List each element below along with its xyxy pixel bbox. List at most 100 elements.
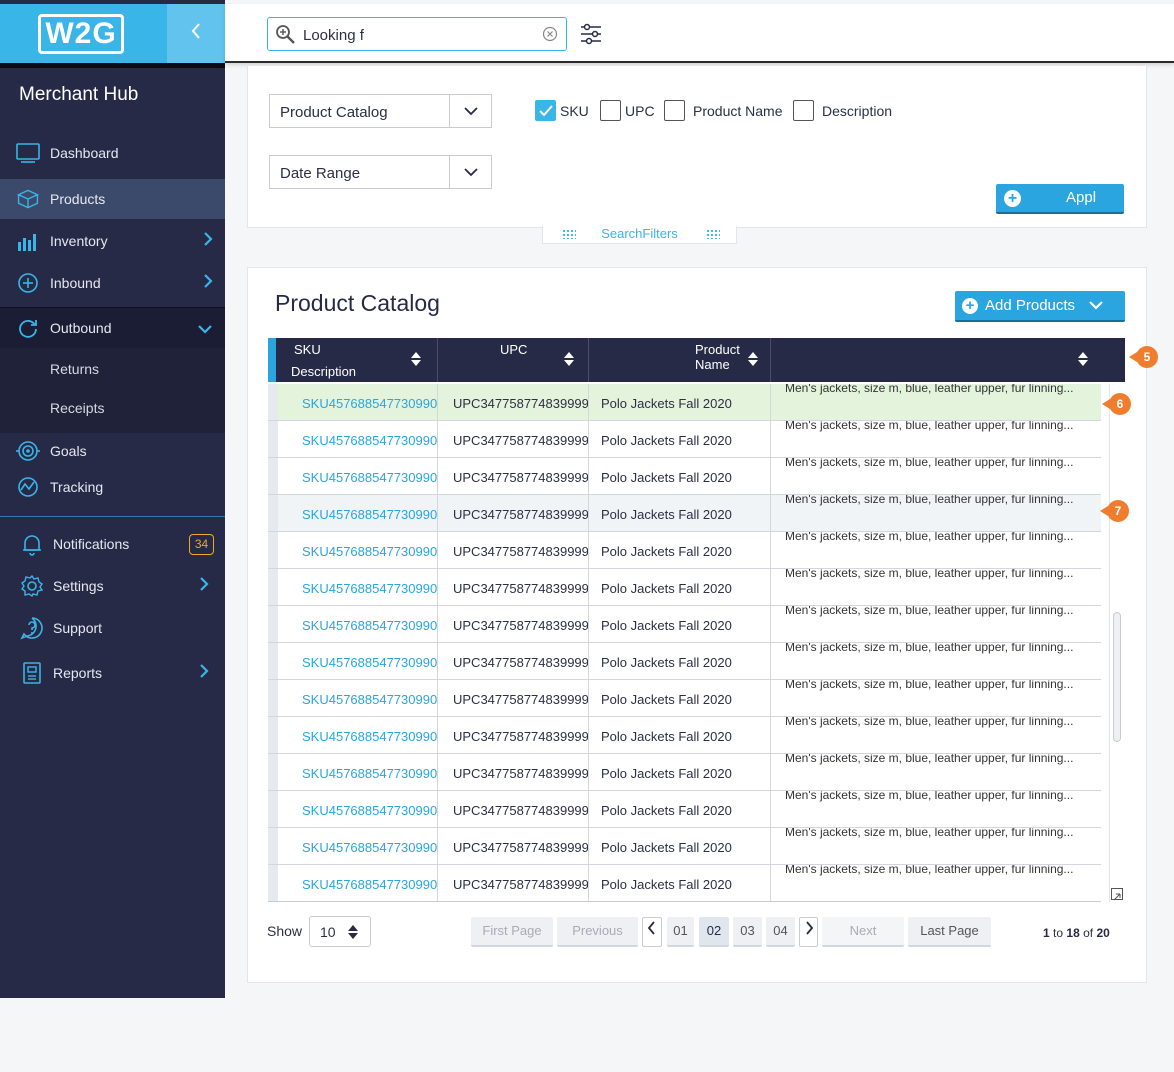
sidebar-item-notifications[interactable]: Notifications	[0, 524, 225, 564]
upc-checkbox[interactable]: UPC	[600, 100, 655, 121]
clear-icon[interactable]	[542, 26, 558, 47]
sku-link[interactable]: SKU457688547730990	[302, 729, 438, 744]
help-icon	[20, 616, 44, 640]
chevron-right-icon[interactable]	[799, 917, 818, 947]
search-value: Looking f	[303, 27, 364, 44]
first-page-button[interactable]: First Page	[471, 917, 553, 947]
table-row[interactable]: SKU457688547730990 UPC347758774839999 Polo…	[268, 865, 1101, 901]
table-row[interactable]: SKU457688547730990 UPC347758774839999 Polo…	[268, 532, 1101, 569]
plus-circle-icon	[16, 271, 40, 295]
sku-link[interactable]: SKU457688547730990	[302, 507, 438, 522]
table-row[interactable]: SKU457688547730990 UPC347758774839999 Polo…	[268, 606, 1101, 643]
sku-link[interactable]: SKU457688547730990	[302, 803, 438, 818]
product-name-checkbox[interactable]: Product Name	[664, 100, 782, 121]
cell-upc: UPC347758774839999	[438, 680, 589, 716]
sidebar-item-reports[interactable]: Reports	[0, 653, 225, 693]
table-row[interactable]: SKU457688547730990 UPC347758774839999 Polo…	[268, 458, 1101, 495]
vertical-scrollbar[interactable]	[1109, 384, 1125, 902]
sidebar-item-dashboard[interactable]: Dashboard	[0, 133, 225, 173]
column-header-upc[interactable]: UPC	[438, 338, 589, 382]
table-row[interactable]: SKU457688547730990 UPC347758774839999 Polo…	[268, 643, 1101, 680]
sku-link[interactable]: SKU457688547730990	[302, 581, 438, 596]
cell-description: Men's jackets, size m, blue, leather upp…	[771, 754, 1101, 790]
collapse-sidebar-button[interactable]	[167, 4, 225, 63]
table-row[interactable]: SKU457688547730990 UPC347758774839999 Polo…	[268, 421, 1101, 458]
apply-button[interactable]: + Appl	[996, 184, 1124, 214]
sku-link[interactable]: SKU457688547730990	[302, 840, 438, 855]
search-input[interactable]: Looking f	[267, 17, 567, 51]
table-row[interactable]: SKU457688547730990 UPC347758774839999 Polo…	[268, 569, 1101, 606]
cell-sku: SKU457688547730990	[278, 791, 438, 827]
annotation-marker: 7	[1100, 500, 1129, 522]
table-row[interactable]: SKU457688547730990 UPC347758774839999 Polo…	[268, 791, 1101, 828]
product-name-value: Polo Jackets Fall 2020	[601, 729, 732, 744]
sku-link[interactable]: SKU457688547730990	[302, 766, 438, 781]
sidebar-item-products[interactable]: Products	[0, 179, 225, 219]
row-gutter	[268, 643, 278, 679]
sku-link[interactable]: SKU457688547730990	[302, 470, 438, 485]
sidebar-item-settings[interactable]: Settings	[0, 566, 225, 606]
add-products-button[interactable]: + Add Products	[955, 291, 1125, 322]
sidebar-item-tracking[interactable]: Tracking	[0, 467, 225, 507]
sort-icon[interactable]	[411, 352, 421, 366]
column-header-sku[interactable]: SKU Description	[268, 338, 438, 382]
sidebar-subitem-returns[interactable]: Returns	[50, 361, 100, 377]
table-row[interactable]: SKU457688547730990 UPC347758774839999 Polo…	[268, 754, 1101, 791]
sku-link[interactable]: SKU457688547730990	[302, 692, 438, 707]
sidebar-item-inbound[interactable]: Inbound	[0, 263, 225, 303]
table-row[interactable]: SKU457688547730990 UPC347758774839999 Polo…	[268, 680, 1101, 717]
sidebar-item-support[interactable]: Support	[0, 608, 225, 648]
sku-link[interactable]: SKU457688547730990	[302, 877, 438, 892]
resize-handle[interactable]	[1111, 888, 1123, 901]
chevron-left-icon[interactable]	[642, 917, 662, 947]
sku-link[interactable]: SKU457688547730990	[302, 396, 438, 411]
checkbox-label: SKU	[560, 102, 589, 119]
sku-link[interactable]: SKU457688547730990	[302, 544, 438, 559]
table-row[interactable]: SKU457688547730990 UPC347758774839999 Polo…	[268, 384, 1101, 421]
sidebar: W2G Merchant Hub Dashboard Products Inve…	[0, 0, 225, 998]
page-button-03[interactable]: 03	[733, 917, 762, 947]
sidebar-item-outbound[interactable]: Outbound	[0, 307, 225, 348]
description-value: Men's jackets, size m, blue, leather upp…	[785, 606, 1074, 617]
cell-upc: UPC347758774839999	[438, 606, 589, 642]
sidebar-item-goals[interactable]: Goals	[0, 431, 225, 471]
chevron-right-icon	[203, 273, 213, 294]
sort-icon[interactable]	[1078, 352, 1088, 366]
table-row[interactable]: SKU457688547730990 UPC347758774839999 Polo…	[268, 495, 1101, 532]
sidebar-item-label: Dashboard	[50, 145, 119, 161]
cell-product-name: Polo Jackets Fall 2020	[589, 680, 771, 716]
page-button-02[interactable]: 02	[699, 917, 729, 947]
sidebar-subitem-receipts[interactable]: Receipts	[50, 400, 105, 416]
table-row[interactable]: SKU457688547730990 UPC347758774839999 Polo…	[268, 828, 1101, 865]
page-button-01[interactable]: 01	[667, 917, 694, 947]
sort-icon[interactable]	[564, 352, 574, 366]
catalog-select[interactable]: Product Catalog	[269, 94, 492, 128]
sku-checkbox[interactable]: SKU	[535, 100, 589, 121]
column-header-product-name[interactable]: Product Name	[589, 338, 771, 382]
cell-product-name: Polo Jackets Fall 2020	[589, 643, 771, 679]
catalog-select-value: Product Catalog	[280, 104, 388, 121]
upc-value: UPC347758774839999	[453, 618, 589, 633]
sku-link[interactable]: SKU457688547730990	[302, 655, 438, 670]
search-filters-tab[interactable]: SearchFilters	[542, 226, 737, 244]
cell-sku: SKU457688547730990	[278, 754, 438, 790]
page-size-select[interactable]: 10	[309, 916, 371, 947]
sliders-icon[interactable]	[579, 22, 603, 51]
sku-link[interactable]: SKU457688547730990	[302, 433, 438, 448]
next-button[interactable]: Next	[822, 917, 904, 947]
table-row[interactable]: SKU457688547730990 UPC347758774839999 Polo…	[268, 717, 1101, 754]
last-page-button[interactable]: Last Page	[908, 917, 991, 947]
page-button-04[interactable]: 04	[766, 917, 795, 947]
date-range-select[interactable]: Date Range	[269, 155, 492, 189]
cell-upc: UPC347758774839999	[438, 643, 589, 679]
sort-icon[interactable]	[748, 352, 758, 366]
w2g-logo[interactable]: W2G	[38, 14, 124, 54]
column-header-description[interactable]	[771, 338, 1125, 382]
previous-button[interactable]: Previous	[557, 917, 638, 947]
sidebar-item-inventory[interactable]: Inventory	[0, 221, 225, 261]
scrollbar-thumb[interactable]	[1113, 612, 1121, 742]
product-name-value: Polo Jackets Fall 2020	[601, 396, 732, 411]
description-checkbox[interactable]: Description	[793, 100, 892, 121]
cell-product-name: Polo Jackets Fall 2020	[589, 606, 771, 642]
sku-link[interactable]: SKU457688547730990	[302, 618, 438, 633]
